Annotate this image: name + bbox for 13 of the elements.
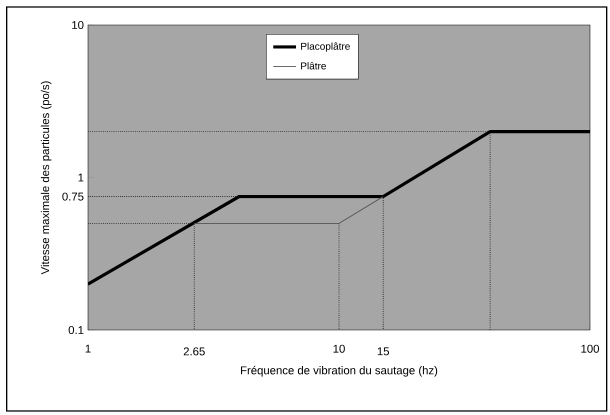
y-tick-label: 1 (78, 174, 84, 182)
x-axis-title: Fréquence de vibration du sautage (hz) (241, 366, 438, 377)
x-tick-label: 10 (334, 344, 345, 353)
x-tick-label: 100 (581, 344, 600, 353)
x-tick-label: 1 (86, 344, 91, 353)
y-tick-label: 0.75 (62, 192, 84, 201)
x-tick-label: 2.65 (184, 347, 205, 356)
y-tick-label: 10 (72, 21, 84, 30)
legend-label: Plâtre (301, 62, 326, 70)
legend-label: Placoplâtre (301, 42, 350, 52)
y-tick-label: 0.1 (68, 326, 84, 334)
x-tick-label: 15 (378, 347, 390, 356)
y-axis-title: Vitesse maximale des particules (po/s) (40, 81, 52, 274)
